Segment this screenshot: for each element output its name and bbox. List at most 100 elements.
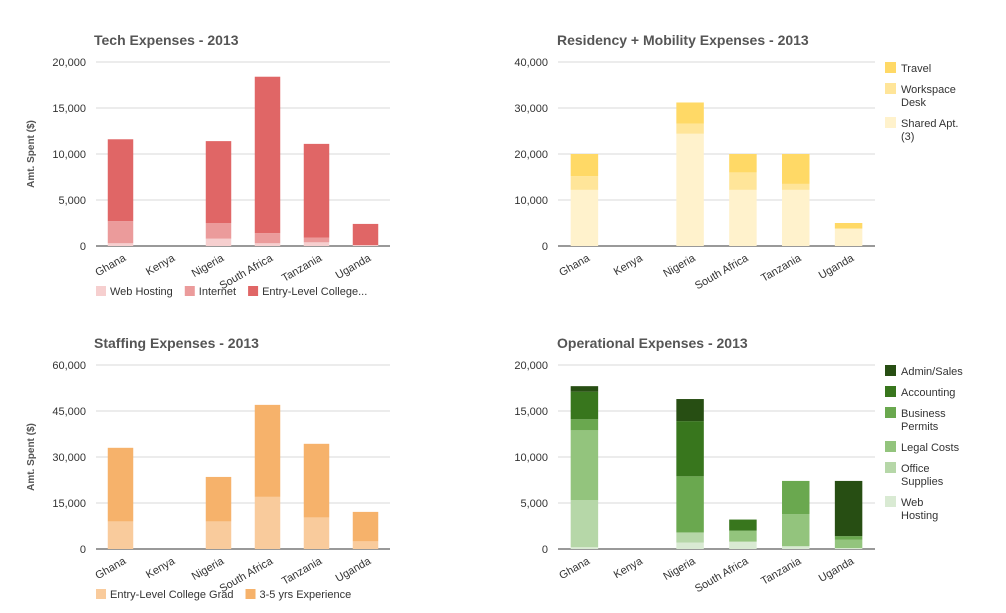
- x-tick-label: Kenya: [612, 555, 646, 581]
- x-tick-label: South Africa: [693, 252, 751, 292]
- tech-expenses-chart: Tech Expenses - 2013 0 5,000 10,000 15,000 20…: [26, 32, 390, 298]
- bar-south-africa-travel: [729, 154, 757, 173]
- bar-nigeria-office-supplies: [676, 532, 704, 543]
- x-tick-label: Tanzania: [280, 252, 325, 285]
- bar-uganda-legal-costs: [834, 539, 863, 549]
- bar-ghana-web-hosting: [107, 243, 134, 246]
- bar-uganda-travel: [834, 223, 863, 229]
- bar-nigeria-3-5-yrs-experience: [205, 476, 232, 522]
- y-tick-label: 0: [542, 544, 548, 556]
- y-tick-label: 10,000: [52, 149, 86, 161]
- x-tick-label: Uganda: [817, 555, 857, 585]
- legend-swatch: [885, 62, 896, 73]
- x-tick-label: Ghana: [557, 252, 592, 279]
- x-tick-label: Kenya: [612, 252, 646, 278]
- legend-label: Legal Costs: [901, 442, 960, 454]
- bar-south-africa-entry-level-college: [254, 76, 281, 234]
- legend-label: Web Hosting: [110, 286, 173, 298]
- bar-south-africa-workspace-desk: [729, 172, 757, 190]
- bar-tanzania-entry-level-college: [303, 143, 330, 238]
- bar-tanzania-legal-costs: [782, 514, 810, 547]
- x-tick-label: Kenya: [144, 252, 178, 278]
- x-tick-label: Uganda: [334, 252, 374, 282]
- y-tick-label: 30,000: [52, 452, 86, 464]
- bar-south-africa-internet: [254, 233, 281, 244]
- x-tick-label: Ghana: [557, 555, 592, 582]
- bar-ghana-web-hosting: [570, 547, 599, 549]
- bar-south-africa-accounting: [729, 519, 757, 531]
- chart-title: Tech Expenses - 2013: [94, 32, 239, 48]
- legend-swatch: [885, 496, 896, 507]
- bar-tanzania-travel: [782, 154, 810, 184]
- y-tick-label: 30,000: [514, 103, 548, 115]
- legend-label: Travel: [901, 63, 931, 75]
- bar-south-africa-legal-costs: [729, 530, 757, 542]
- legend-swatch: [245, 589, 256, 599]
- chart-title: Staffing Expenses - 2013: [94, 335, 259, 351]
- bar-ghana-office-supplies: [570, 500, 599, 548]
- y-tick-label: 15,000: [52, 103, 86, 115]
- legend-swatch: [248, 286, 259, 296]
- x-tick-label: Ghana: [93, 252, 128, 279]
- legend-label: Office Supplies: [901, 463, 944, 488]
- bar-uganda-web-hosting: [352, 245, 379, 246]
- x-tick-label: Tanzania: [759, 252, 804, 285]
- x-tick-label: Ghana: [93, 555, 128, 582]
- legend-swatch: [885, 407, 896, 418]
- bar-nigeria-internet: [205, 223, 232, 239]
- y-tick-label: 0: [80, 241, 86, 253]
- bar-south-africa-shared-apt-3: [729, 189, 757, 246]
- bar-south-africa-web-hosting: [729, 541, 757, 549]
- x-tick-label: Tanzania: [759, 555, 804, 588]
- bar-ghana-internet: [107, 221, 134, 244]
- chart-title: Operational Expenses - 2013: [557, 335, 748, 351]
- bar-tanzania-workspace-desk: [782, 183, 810, 190]
- y-tick-label: 60,000: [52, 360, 86, 372]
- legend-swatch: [96, 589, 106, 599]
- bar-ghana-workspace-desk: [570, 176, 599, 190]
- bar-ghana-accounting: [570, 391, 599, 420]
- bar-south-africa-entry-level-college-grad: [254, 496, 281, 549]
- bar-nigeria-accounting: [676, 421, 704, 477]
- bar-tanzania-3-5-yrs-experience: [303, 443, 330, 518]
- bar-nigeria-admin-sales: [676, 399, 704, 422]
- y-tick-label: 20,000: [52, 57, 86, 69]
- y-tick-label: 10,000: [514, 195, 548, 207]
- legend-swatch: [184, 286, 195, 296]
- bar-nigeria-workspace-desk: [676, 123, 704, 134]
- bar-nigeria-entry-level-college-grad: [205, 521, 232, 549]
- x-tick-label: Kenya: [144, 555, 178, 581]
- legend-swatch: [885, 386, 896, 397]
- bar-uganda-business-permits: [834, 536, 863, 540]
- legend-label: Accounting: [901, 387, 955, 399]
- bar-ghana-3-5-yrs-experience: [107, 447, 134, 522]
- y-axis-label: Amt. Spent ($): [26, 423, 37, 491]
- legend-swatch: [885, 117, 896, 128]
- bar-tanzania-entry-level-college-grad: [303, 517, 330, 549]
- bar-tanzania-web-hosting: [303, 242, 330, 246]
- bar-tanzania-web-hosting: [782, 546, 810, 549]
- x-tick-label: South Africa: [693, 555, 751, 595]
- x-tick-label: Nigeria: [661, 555, 698, 583]
- y-tick-label: 0: [542, 241, 548, 253]
- bar-ghana-admin-sales: [570, 386, 599, 392]
- bar-ghana-shared-apt-3: [570, 189, 599, 246]
- legend-swatch: [96, 286, 106, 296]
- bar-uganda-entry-level-college: [352, 223, 379, 246]
- bar-ghana-business-permits: [570, 419, 599, 431]
- legend-label: Entry-Level College...: [262, 286, 367, 298]
- y-tick-label: 15,000: [52, 498, 86, 510]
- y-tick-label: 5,000: [58, 195, 86, 207]
- legend-label: 3-5 yrs Experience: [260, 589, 352, 601]
- y-tick-label: 0: [80, 544, 86, 556]
- legend-label: Entry-Level College Grad: [110, 589, 234, 601]
- staffing-expenses-chart: Staffing Expenses - 2013 0 15,000 30,000 45,…: [26, 335, 390, 601]
- bar-nigeria-web-hosting: [205, 238, 232, 246]
- x-tick-label: Nigeria: [190, 252, 227, 280]
- legend-label: Shared Apt. (3): [901, 118, 959, 143]
- legend-label: Business Permits: [901, 408, 946, 433]
- x-tick-label: Tanzania: [280, 555, 325, 588]
- bar-south-africa-web-hosting: [254, 243, 281, 246]
- legend-swatch: [885, 462, 896, 473]
